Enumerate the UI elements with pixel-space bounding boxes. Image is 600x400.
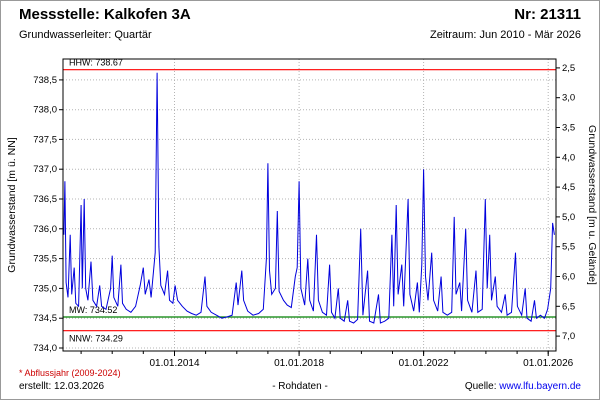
ref-label-nnw: NNW: 734.29 xyxy=(69,334,123,344)
source-link[interactable]: www.lfu.bayern.de xyxy=(499,381,581,392)
x-axis: 01.01.2014 01.01.2018 01.01.2022 01.01.2026 xyxy=(80,351,574,369)
source-label: Quelle: xyxy=(464,381,500,392)
source: Quelle: www.lfu.bayern.de xyxy=(465,381,581,392)
svg-text:01.01.2022: 01.01.2022 xyxy=(399,358,449,369)
svg-text:736,5: 736,5 xyxy=(33,194,57,205)
svg-text:735,5: 735,5 xyxy=(33,254,57,265)
svg-text:737,5: 737,5 xyxy=(33,134,57,145)
svg-text:01.01.2026: 01.01.2026 xyxy=(523,358,573,369)
station-number: Nr: 21311 xyxy=(514,6,581,23)
reference-lines: HHW: 738.67 MW: 734.52 NNW: 734.29 xyxy=(63,58,556,344)
ref-label-hhw: HHW: 738.67 xyxy=(69,58,123,68)
aquifer-label: Grundwasserleiter: Quartär xyxy=(19,29,152,41)
svg-text:738,0: 738,0 xyxy=(33,105,57,116)
svg-text:4,5: 4,5 xyxy=(562,182,575,193)
svg-text:01.01.2018: 01.01.2018 xyxy=(274,358,324,369)
created-date: erstellt: 12.03.2026 xyxy=(19,381,105,392)
svg-text:5,5: 5,5 xyxy=(562,242,575,253)
svg-text:4,0: 4,0 xyxy=(562,152,575,163)
header-row-2: Grundwasserleiter: Quartär Zeitraum: Jun… xyxy=(19,29,581,41)
svg-text:3,5: 3,5 xyxy=(562,123,575,134)
svg-text:737,0: 737,0 xyxy=(33,164,57,175)
y-axis-right-title: Grundwasserstand [m u. Gelände] xyxy=(586,125,598,285)
y-axis-left-title: Grundwasserstand [m ü. NN] xyxy=(6,137,18,272)
plot-border xyxy=(62,58,557,352)
gridlines xyxy=(63,59,556,351)
page-title: Messstelle: Kalkofen 3A xyxy=(19,6,191,23)
svg-text:734,5: 734,5 xyxy=(33,313,57,324)
svg-text:2,5: 2,5 xyxy=(562,63,575,74)
header-row-1: Messstelle: Kalkofen 3A Nr: 21311 xyxy=(19,6,581,23)
svg-text:738,5: 738,5 xyxy=(33,75,57,86)
series xyxy=(63,72,555,324)
ref-label-mw: MW: 734.52 xyxy=(69,305,117,315)
y-axis-right: 2,5 3,0 3,5 4,0 4,5 5,0 5,5 6,0 6,5 7,0 Grundwasse… xyxy=(556,63,598,342)
svg-text:736,0: 736,0 xyxy=(33,224,57,235)
series-rohdaten xyxy=(63,72,555,324)
svg-text:6,0: 6,0 xyxy=(562,272,575,283)
svg-text:5,0: 5,0 xyxy=(562,212,575,223)
svg-text:01.01.2014: 01.01.2014 xyxy=(149,358,199,369)
svg-text:6,5: 6,5 xyxy=(562,301,575,312)
svg-text:734,0: 734,0 xyxy=(33,343,57,354)
period-label: Zeitraum: Jun 2010 - Mär 2026 xyxy=(429,29,581,41)
svg-text:3,0: 3,0 xyxy=(562,93,575,104)
y-axis-left: 734,0 734,5 735,0 735,5 736,0 736,5 737,0 737,5… xyxy=(6,75,63,354)
footnote-abflussjahr: * Abflussjahr (2009-2024) xyxy=(19,368,121,378)
svg-text:735,0: 735,0 xyxy=(33,283,57,294)
svg-text:7,0: 7,0 xyxy=(562,331,575,342)
plot-frame xyxy=(62,58,557,352)
data-type-label: - Rohdaten - xyxy=(272,381,328,392)
